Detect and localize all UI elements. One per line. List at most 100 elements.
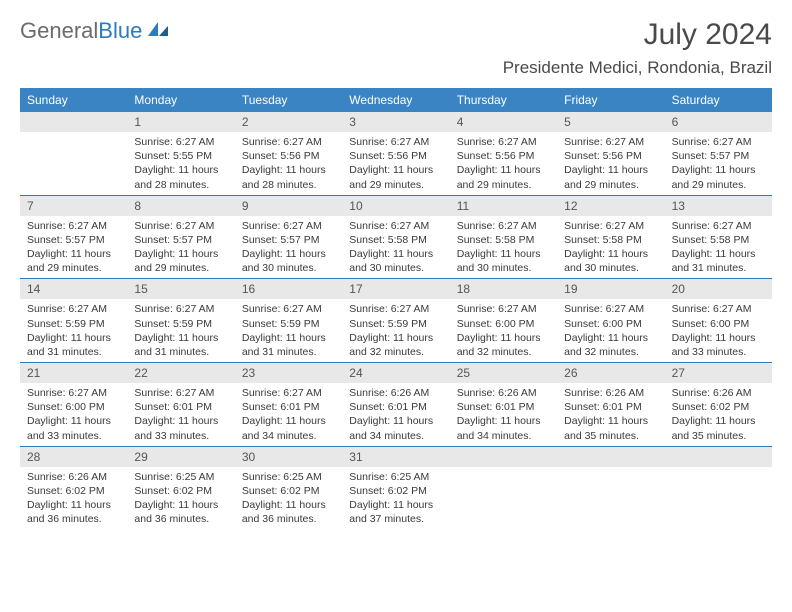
sunset-text: Sunset: 5:57 PM [27, 233, 120, 247]
day-details: Sunrise: 6:26 AMSunset: 6:02 PMDaylight:… [665, 383, 772, 446]
daylight-text: Daylight: 11 hours and 33 minutes. [672, 331, 765, 359]
day-details: Sunrise: 6:26 AMSunset: 6:02 PMDaylight:… [20, 467, 127, 530]
sunrise-text: Sunrise: 6:27 AM [349, 219, 442, 233]
sunrise-text: Sunrise: 6:27 AM [242, 219, 335, 233]
daylight-text: Daylight: 11 hours and 28 minutes. [242, 163, 335, 191]
calendar-cell: 11Sunrise: 6:27 AMSunset: 5:58 PMDayligh… [450, 196, 557, 279]
day-details: Sunrise: 6:27 AMSunset: 5:55 PMDaylight:… [127, 132, 234, 195]
sunset-text: Sunset: 5:59 PM [349, 317, 442, 331]
logo-text-2: Blue [98, 18, 142, 44]
sunset-text: Sunset: 6:01 PM [457, 400, 550, 414]
day-details: Sunrise: 6:27 AMSunset: 5:56 PMDaylight:… [557, 132, 664, 195]
sunset-text: Sunset: 5:55 PM [134, 149, 227, 163]
calendar-cell: 7Sunrise: 6:27 AMSunset: 5:57 PMDaylight… [20, 196, 127, 279]
day-number: 7 [20, 196, 127, 216]
day-details: Sunrise: 6:27 AMSunset: 5:58 PMDaylight:… [342, 216, 449, 279]
sunrise-text: Sunrise: 6:25 AM [349, 470, 442, 484]
daylight-text: Daylight: 11 hours and 31 minutes. [672, 247, 765, 275]
sunrise-text: Sunrise: 6:27 AM [564, 302, 657, 316]
header: GeneralBlue July 2024 Presidente Medici,… [20, 18, 772, 78]
daylight-text: Daylight: 11 hours and 35 minutes. [672, 414, 765, 442]
day-number: 25 [450, 363, 557, 383]
calendar-week: 28Sunrise: 6:26 AMSunset: 6:02 PMDayligh… [20, 446, 772, 530]
calendar-cell: 19Sunrise: 6:27 AMSunset: 6:00 PMDayligh… [557, 279, 664, 362]
calendar-cell: 12Sunrise: 6:27 AMSunset: 5:58 PMDayligh… [557, 196, 664, 279]
day-number [557, 447, 664, 467]
day-number: 24 [342, 363, 449, 383]
calendar-cell: 21Sunrise: 6:27 AMSunset: 6:00 PMDayligh… [20, 363, 127, 446]
daylight-text: Daylight: 11 hours and 32 minutes. [457, 331, 550, 359]
calendar-cell [20, 112, 127, 195]
daylight-text: Daylight: 11 hours and 29 minutes. [27, 247, 120, 275]
day-number: 6 [665, 112, 772, 132]
sunrise-text: Sunrise: 6:27 AM [672, 302, 765, 316]
sunrise-text: Sunrise: 6:27 AM [672, 219, 765, 233]
sunrise-text: Sunrise: 6:27 AM [457, 135, 550, 149]
day-number [450, 447, 557, 467]
daylight-text: Daylight: 11 hours and 29 minutes. [134, 247, 227, 275]
sunrise-text: Sunrise: 6:25 AM [134, 470, 227, 484]
daylight-text: Daylight: 11 hours and 29 minutes. [349, 163, 442, 191]
weekday-heading: Sunday [20, 88, 127, 112]
day-number: 18 [450, 279, 557, 299]
day-details: Sunrise: 6:27 AMSunset: 5:56 PMDaylight:… [235, 132, 342, 195]
sunset-text: Sunset: 5:59 PM [242, 317, 335, 331]
title-block: July 2024 Presidente Medici, Rondonia, B… [503, 18, 772, 78]
sunrise-text: Sunrise: 6:27 AM [134, 135, 227, 149]
calendar-cell: 2Sunrise: 6:27 AMSunset: 5:56 PMDaylight… [235, 112, 342, 195]
sunset-text: Sunset: 5:56 PM [564, 149, 657, 163]
calendar-cell: 8Sunrise: 6:27 AMSunset: 5:57 PMDaylight… [127, 196, 234, 279]
calendar-cell: 25Sunrise: 6:26 AMSunset: 6:01 PMDayligh… [450, 363, 557, 446]
daylight-text: Daylight: 11 hours and 35 minutes. [564, 414, 657, 442]
day-number: 2 [235, 112, 342, 132]
sunset-text: Sunset: 6:00 PM [457, 317, 550, 331]
day-number: 11 [450, 196, 557, 216]
logo: GeneralBlue [20, 18, 170, 44]
calendar-cell: 16Sunrise: 6:27 AMSunset: 5:59 PMDayligh… [235, 279, 342, 362]
sunset-text: Sunset: 5:58 PM [564, 233, 657, 247]
day-details: Sunrise: 6:25 AMSunset: 6:02 PMDaylight:… [235, 467, 342, 530]
calendar-cell: 17Sunrise: 6:27 AMSunset: 5:59 PMDayligh… [342, 279, 449, 362]
sunrise-text: Sunrise: 6:27 AM [672, 135, 765, 149]
sunrise-text: Sunrise: 6:26 AM [349, 386, 442, 400]
sunset-text: Sunset: 5:58 PM [672, 233, 765, 247]
sunrise-text: Sunrise: 6:27 AM [134, 386, 227, 400]
sunset-text: Sunset: 6:01 PM [242, 400, 335, 414]
sunrise-text: Sunrise: 6:27 AM [457, 302, 550, 316]
daylight-text: Daylight: 11 hours and 33 minutes. [134, 414, 227, 442]
day-details: Sunrise: 6:27 AMSunset: 5:59 PMDaylight:… [342, 299, 449, 362]
calendar-cell: 23Sunrise: 6:27 AMSunset: 6:01 PMDayligh… [235, 363, 342, 446]
calendar-cell: 18Sunrise: 6:27 AMSunset: 6:00 PMDayligh… [450, 279, 557, 362]
calendar-header-row: Sunday Monday Tuesday Wednesday Thursday… [20, 88, 772, 112]
sunset-text: Sunset: 5:57 PM [134, 233, 227, 247]
day-number: 5 [557, 112, 664, 132]
sunrise-text: Sunrise: 6:26 AM [27, 470, 120, 484]
day-number: 10 [342, 196, 449, 216]
calendar-cell: 27Sunrise: 6:26 AMSunset: 6:02 PMDayligh… [665, 363, 772, 446]
sunrise-text: Sunrise: 6:25 AM [242, 470, 335, 484]
sunrise-text: Sunrise: 6:26 AM [564, 386, 657, 400]
day-details: Sunrise: 6:27 AMSunset: 5:57 PMDaylight:… [127, 216, 234, 279]
day-details: Sunrise: 6:27 AMSunset: 5:59 PMDaylight:… [127, 299, 234, 362]
day-number: 9 [235, 196, 342, 216]
calendar-cell: 30Sunrise: 6:25 AMSunset: 6:02 PMDayligh… [235, 447, 342, 530]
daylight-text: Daylight: 11 hours and 34 minutes. [349, 414, 442, 442]
day-number: 15 [127, 279, 234, 299]
sunrise-text: Sunrise: 6:26 AM [457, 386, 550, 400]
daylight-text: Daylight: 11 hours and 32 minutes. [349, 331, 442, 359]
calendar-cell: 10Sunrise: 6:27 AMSunset: 5:58 PMDayligh… [342, 196, 449, 279]
day-details: Sunrise: 6:27 AMSunset: 5:59 PMDaylight:… [20, 299, 127, 362]
day-details: Sunrise: 6:26 AMSunset: 6:01 PMDaylight:… [342, 383, 449, 446]
daylight-text: Daylight: 11 hours and 31 minutes. [134, 331, 227, 359]
day-details: Sunrise: 6:27 AMSunset: 5:57 PMDaylight:… [235, 216, 342, 279]
weekday-heading: Tuesday [235, 88, 342, 112]
sunrise-text: Sunrise: 6:27 AM [242, 302, 335, 316]
sunrise-text: Sunrise: 6:27 AM [27, 386, 120, 400]
daylight-text: Daylight: 11 hours and 31 minutes. [27, 331, 120, 359]
daylight-text: Daylight: 11 hours and 30 minutes. [242, 247, 335, 275]
daylight-text: Daylight: 11 hours and 30 minutes. [564, 247, 657, 275]
day-details: Sunrise: 6:27 AMSunset: 5:58 PMDaylight:… [450, 216, 557, 279]
day-details: Sunrise: 6:27 AMSunset: 6:00 PMDaylight:… [450, 299, 557, 362]
calendar-cell: 9Sunrise: 6:27 AMSunset: 5:57 PMDaylight… [235, 196, 342, 279]
calendar-cell: 3Sunrise: 6:27 AMSunset: 5:56 PMDaylight… [342, 112, 449, 195]
